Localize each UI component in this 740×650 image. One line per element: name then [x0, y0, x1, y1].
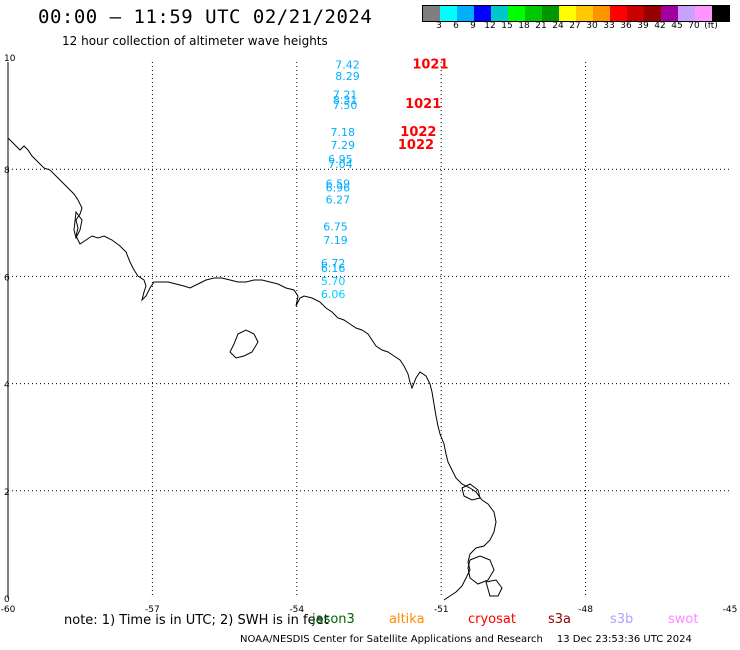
- colorbar-label: (ft): [704, 21, 718, 31]
- colorbar-swatch: [474, 6, 491, 21]
- colorbar-label: 12: [484, 21, 496, 31]
- wave-height-value: 5.70: [321, 275, 346, 288]
- marajo-island-2: [485, 579, 503, 597]
- colorbar-swatch: [559, 6, 576, 21]
- satellite-s3a: s3a: [548, 612, 572, 627]
- footer: NOAA/NESDIS Center for Satellite Applica…: [240, 634, 692, 645]
- colorbar-label: 42: [654, 21, 666, 31]
- satellite-jason3: jason3: [312, 612, 355, 627]
- colorbar-swatch: [542, 6, 559, 21]
- colorbar-swatch: [576, 6, 593, 21]
- wave-height-value: 6.27: [326, 194, 351, 207]
- pressure-value: 1021: [405, 97, 441, 112]
- footer-credit: NOAA/NESDIS Center for Satellite Applica…: [240, 634, 543, 645]
- satellite-swot: swot: [668, 612, 699, 627]
- marajo-island: [467, 555, 495, 585]
- wave-height-value: 7.42: [335, 58, 360, 71]
- satellite-altika: altika: [389, 612, 425, 627]
- wave-height-value: 6.59: [326, 177, 351, 190]
- colorbar-swatch: [491, 6, 508, 21]
- lat-tick-label: 0: [4, 595, 10, 605]
- colorbar-label: 33: [603, 21, 615, 31]
- wave-height-value: 6.72: [321, 257, 346, 270]
- lon-tick-label: -45: [723, 605, 738, 615]
- colorbar-label: 24: [552, 21, 564, 31]
- colorbar-label: 36: [620, 21, 632, 31]
- colorbar-label: 3: [436, 21, 442, 31]
- wave-height-value: 6.75: [323, 220, 348, 233]
- wave-height-value: 7.18: [330, 126, 355, 139]
- axis-tick-labels: -60 -57 -54 -51 -48 -45 10 8 6 4 2 0: [1, 54, 738, 615]
- wave-height-value: 7.04: [328, 158, 353, 171]
- satellite-cryosat: cryosat: [468, 612, 516, 627]
- colorbar-swatch: [593, 6, 610, 21]
- wave-height-value: 7.21: [333, 88, 358, 101]
- pressure-value: 1022: [398, 138, 434, 153]
- colorbar-label: 9: [470, 21, 476, 31]
- wave-height-value: 7.19: [323, 234, 348, 247]
- colorbar-label: 45: [671, 21, 683, 31]
- colorbar-swatch: [644, 6, 661, 21]
- lon-tick-label: -48: [578, 605, 593, 615]
- colorbar-label: 30: [586, 21, 598, 31]
- lon-tick-label: -54: [289, 605, 304, 615]
- trinidad-coast: [73, 210, 83, 240]
- colorbar-swatch: [661, 6, 678, 21]
- lon-tick-label: -60: [1, 605, 16, 615]
- colorbar-label: 21: [535, 21, 547, 31]
- map-grid: [7, 62, 730, 598]
- colorbar-swatch: [508, 6, 525, 21]
- colorbar-label: 27: [569, 21, 581, 31]
- lat-tick-label: 4: [4, 381, 10, 391]
- wave-height-colorbar: [422, 5, 730, 22]
- satellite-s3b: s3b: [610, 612, 634, 627]
- footnote: note: 1) Time is in UTC; 2) SWH is in fe…: [64, 613, 329, 628]
- south-america-coastline: [7, 137, 497, 601]
- footer-timestamp: 13 Dec 23:53:36 UTC 2024: [556, 634, 692, 645]
- lat-tick-label: 8: [4, 166, 10, 176]
- colorbar-swatch: [610, 6, 627, 21]
- chart-title: 00:00 – 11:59 UTC 02/21/2024: [38, 6, 373, 28]
- wave-height-value: 6.16: [321, 262, 346, 275]
- colorbar-swatch: [457, 6, 474, 21]
- colorbar-swatch: [423, 6, 440, 21]
- wave-height-value: 7.50: [333, 99, 358, 112]
- pressure-value: 1022: [400, 125, 436, 140]
- wave-height-value: 6.96: [326, 182, 351, 195]
- wave-height-value: 7.29: [330, 139, 355, 152]
- lat-tick-label: 6: [4, 273, 10, 283]
- lat-tick-label: 10: [4, 54, 16, 64]
- colorbar-label: 6: [453, 21, 459, 31]
- colorbar-label: 39: [637, 21, 649, 31]
- wave-height-value: 6.06: [321, 288, 346, 301]
- lon-tick-label: -57: [145, 605, 160, 615]
- wave-height-value: 8.31: [333, 94, 358, 107]
- coastline: [7, 137, 503, 601]
- colorbar-label: 70: [688, 21, 700, 31]
- lat-tick-label: 2: [4, 488, 10, 498]
- colorbar-swatch: [627, 6, 644, 21]
- lon-tick-label: -51: [434, 605, 449, 615]
- colorbar-label: 18: [518, 21, 530, 31]
- colorbar-swatch: [712, 6, 729, 21]
- colorbar-swatch: [525, 6, 542, 21]
- chart-subtitle: 12 hour collection of altimeter wave hei…: [62, 34, 328, 48]
- offshore-island: [229, 329, 259, 359]
- wave-height-value: 8.29: [335, 70, 360, 83]
- delta-islands: [461, 483, 481, 501]
- colorbar-swatch: [695, 6, 712, 21]
- colorbar-label: 15: [501, 21, 513, 31]
- wave-height-value: 6.95: [328, 153, 353, 166]
- wave-height-observations: 7.428.29 7.218.317.50 7.187.296.957.04 6.59…: [321, 58, 360, 300]
- pressure-value: 1021: [412, 57, 448, 72]
- colorbar-swatch: [440, 6, 457, 21]
- colorbar-swatch: [678, 6, 695, 21]
